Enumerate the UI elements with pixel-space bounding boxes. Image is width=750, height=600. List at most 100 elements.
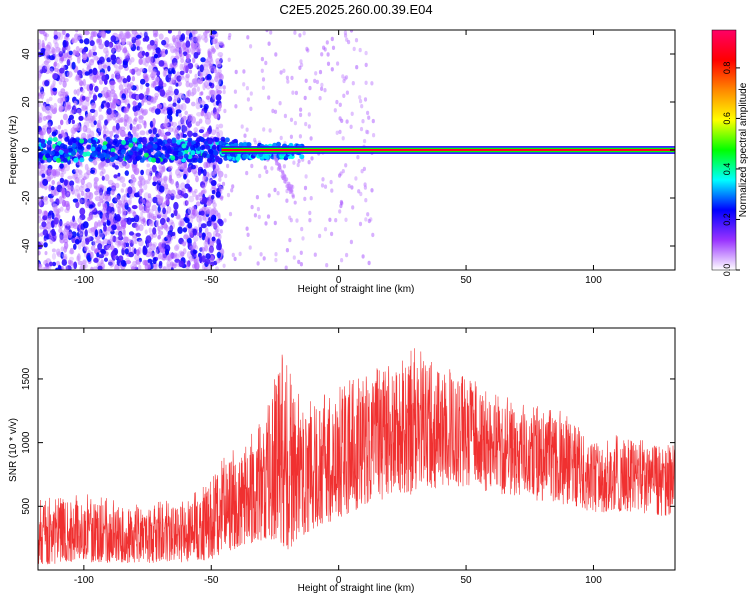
spectrogram-cell — [266, 214, 271, 219]
spectrogram-cell — [46, 144, 52, 151]
spectrogram-cell — [97, 243, 103, 251]
spectrogram-cell — [158, 80, 164, 87]
spectrogram-cell — [174, 129, 179, 137]
spectrogram-cell — [104, 257, 108, 262]
spectrogram-cell — [139, 196, 143, 201]
spectrogram-cell — [119, 176, 126, 184]
spectrogram-cell — [63, 228, 69, 235]
spectrogram-cell — [171, 67, 175, 74]
spectrogram-cell — [201, 152, 207, 158]
spectrogram-cell — [155, 219, 160, 228]
spectrogram-cell — [146, 242, 152, 248]
spectrogram-cell — [119, 160, 125, 169]
spectrogram-cell — [240, 124, 244, 129]
spectrogram-cell — [157, 226, 161, 232]
spectrogram-cell — [89, 209, 93, 214]
spectrogram-cell — [180, 33, 186, 41]
spectrogram-cell — [345, 252, 349, 258]
spectrogram-cell — [161, 39, 167, 46]
spectrogram-cell — [188, 69, 193, 74]
spectrogram-cell — [89, 40, 95, 47]
spectrogram-cell — [288, 215, 292, 220]
spectrogram-cell — [145, 235, 152, 244]
spectrogram-cell — [325, 263, 329, 268]
spectrogram-cell — [126, 83, 132, 90]
spectrogram-cell — [70, 223, 75, 229]
spectrogram-cell — [130, 68, 136, 76]
spectrogram-cell — [147, 264, 151, 269]
spectrogram-cell — [245, 86, 249, 91]
spectrogram-cell — [227, 57, 231, 62]
spectrogram-cell — [148, 65, 152, 73]
spectrogram-cell — [195, 194, 199, 201]
spectrogram-cell — [162, 207, 167, 215]
spectrogram-cell — [80, 190, 85, 197]
spectrogram-cell — [88, 199, 93, 205]
spectrogram-cell — [132, 205, 138, 210]
spectrogram-cell — [215, 88, 219, 94]
spectrogram-cell — [201, 34, 206, 41]
spectrogram-cell — [46, 41, 52, 50]
spectrogram-cell — [132, 177, 137, 183]
spectrogram-cell — [72, 172, 78, 180]
spectrogram-cell — [158, 265, 164, 270]
y-tick-label: 40 — [21, 48, 32, 60]
spectrogram-cell — [151, 204, 157, 211]
spectrogram-cell — [165, 131, 171, 136]
spectrogram-cell — [122, 227, 126, 236]
spectrogram-cell — [115, 72, 121, 80]
colorbar-tick-label: 0.4 — [722, 163, 732, 176]
spectrogram-cell — [115, 45, 122, 53]
spectrogram-cell — [205, 95, 210, 100]
spectrogram-cell — [144, 229, 148, 235]
spectrogram-cell — [220, 196, 224, 201]
spectrogram-cell — [54, 146, 60, 152]
spectrogram-cell — [142, 68, 148, 74]
spectrogram-cell — [202, 133, 207, 138]
spectrogram-cell — [62, 157, 68, 163]
spectrogram-cell — [99, 198, 104, 204]
spectrogram-cell — [65, 119, 70, 125]
spectrogram-cell — [58, 51, 63, 58]
spectrogram-cell — [162, 165, 166, 172]
spectrogram-cell — [121, 208, 127, 216]
spectrogram-cell — [91, 152, 97, 158]
spectrogram-cell — [124, 170, 129, 176]
spectrogram-cell — [193, 258, 198, 264]
spectrogram-cell — [258, 173, 262, 179]
spectrogram-cell — [54, 151, 60, 157]
spectrogram-cell — [38, 250, 41, 256]
spectrogram-cell — [157, 140, 163, 146]
spectrogram-cell — [93, 159, 98, 166]
spectrogram-cell — [157, 176, 163, 183]
spectrogram-cell — [183, 153, 189, 159]
spectrogram-cell — [156, 213, 162, 219]
spectrogram-cell — [303, 185, 308, 191]
spectrogram-cell — [98, 192, 105, 200]
spectrogram-cell — [198, 192, 203, 197]
spectrogram-cell — [215, 124, 220, 130]
spectrogram-cell — [142, 108, 149, 116]
spectrogram-cell — [110, 245, 115, 251]
spectrogram-cell — [94, 85, 99, 93]
spectrogram-cell — [296, 162, 300, 168]
spectrogram-cell — [203, 37, 209, 43]
spectrogram-cell — [161, 145, 167, 151]
spectrogram-cell — [204, 235, 209, 243]
spectrogram-cell — [299, 250, 303, 255]
spectrogram-cell — [113, 254, 118, 260]
spectrogram-cell — [75, 161, 81, 168]
spectrogram-cell — [70, 184, 75, 191]
spectrogram-cell — [55, 213, 61, 221]
spectrogram-cell — [109, 41, 113, 48]
spectrogram-cell — [80, 178, 85, 185]
spectrogram-cell — [129, 123, 133, 131]
spectrogram-cell — [138, 46, 143, 52]
spectrogram-cell — [154, 92, 160, 98]
spectrogram-cell — [276, 191, 280, 196]
spectrogram-cell — [130, 178, 135, 186]
spectrogram-cell — [138, 93, 145, 100]
spectrogram-cell — [210, 65, 217, 72]
spectrogram-cell — [178, 220, 183, 227]
spectrogram-cell — [210, 171, 215, 176]
